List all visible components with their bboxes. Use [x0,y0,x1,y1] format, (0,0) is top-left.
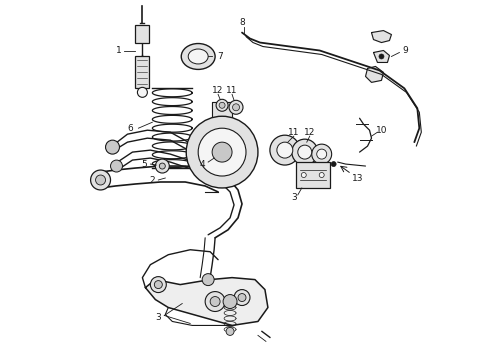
Circle shape [292,139,318,165]
Circle shape [312,144,332,164]
Text: 12: 12 [213,86,224,95]
Text: 9: 9 [402,46,408,55]
Circle shape [216,99,228,111]
Circle shape [277,142,293,158]
Circle shape [270,135,300,165]
Polygon shape [373,50,390,62]
Text: 6: 6 [127,124,133,133]
Circle shape [198,128,246,176]
Circle shape [379,54,384,59]
Circle shape [212,142,232,162]
Circle shape [159,163,165,169]
Circle shape [202,274,214,285]
Text: 10: 10 [376,126,387,135]
Bar [296,162,330,188]
Circle shape [154,280,162,289]
Text: 11: 11 [288,128,299,137]
Circle shape [210,297,220,306]
Circle shape [298,145,312,159]
Circle shape [331,162,336,167]
Ellipse shape [188,49,208,64]
Circle shape [205,292,225,311]
Polygon shape [371,31,392,42]
Circle shape [96,175,105,185]
Circle shape [186,116,258,188]
Circle shape [137,87,147,97]
Text: 1: 1 [116,46,122,55]
Polygon shape [146,278,268,325]
Circle shape [219,102,225,108]
Circle shape [229,100,243,114]
Circle shape [150,276,166,293]
Ellipse shape [181,44,215,69]
Circle shape [317,149,327,159]
Text: 4: 4 [199,159,205,168]
Text: 5: 5 [142,159,147,168]
Circle shape [155,159,169,173]
Text: 13: 13 [352,174,363,183]
Bar [135,57,149,88]
Circle shape [226,328,234,336]
Bar [135,24,149,42]
Circle shape [105,140,120,154]
Text: 2: 2 [149,176,155,185]
Circle shape [234,289,250,306]
Circle shape [319,172,324,177]
Circle shape [238,293,246,302]
Circle shape [233,104,240,111]
Text: 12: 12 [304,128,316,137]
Polygon shape [212,102,232,118]
Text: 3: 3 [155,313,161,322]
Text: 7: 7 [217,52,223,61]
Circle shape [91,170,111,190]
Text: 3: 3 [291,193,296,202]
Circle shape [301,172,306,177]
Polygon shape [366,67,384,82]
Text: 11: 11 [226,86,238,95]
Text: 8: 8 [239,18,245,27]
Circle shape [223,294,237,309]
Circle shape [111,160,122,172]
